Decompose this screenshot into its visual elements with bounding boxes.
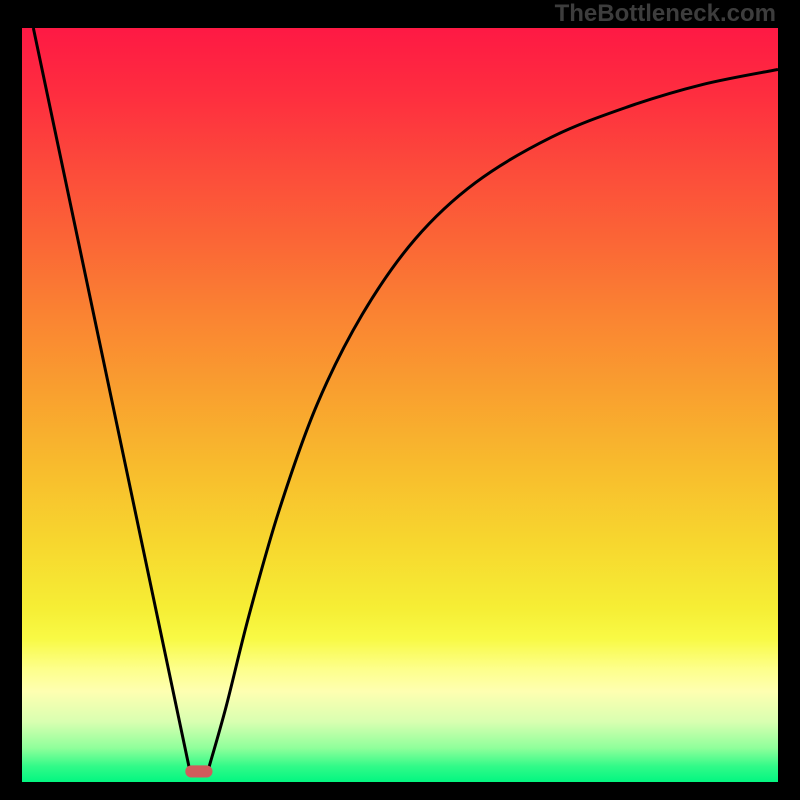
- chart-container: TheBottleneck.com: [0, 0, 800, 800]
- curve-right-branch: [208, 69, 778, 770]
- min-marker: [185, 765, 212, 777]
- watermark-text: TheBottleneck.com: [555, 0, 776, 28]
- plot-area: [22, 28, 778, 782]
- bottleneck-curve-svg: [22, 28, 778, 782]
- curve-left-branch: [33, 28, 189, 771]
